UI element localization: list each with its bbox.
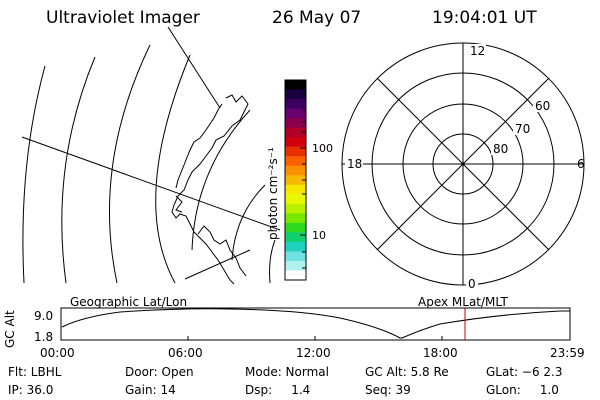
time-tick-1200: 12:00 — [296, 346, 331, 360]
colorbar-swatch — [285, 232, 306, 243]
instrument-title: Ultraviolet Imager — [46, 8, 200, 28]
observation-time: 19:04:01 UT — [432, 8, 537, 28]
observation-date: 26 May 07 — [272, 8, 362, 28]
time-tick-0600: 06:00 — [168, 346, 203, 360]
colorbar-swatch — [285, 99, 306, 110]
map-meridian — [21, 136, 281, 231]
map-lat-circle — [61, 56, 96, 284]
colorbar-swatch — [285, 137, 306, 148]
mlt-polar-plot: 12 18 6 0 60 70 80 — [341, 42, 585, 291]
colorbar-swatch — [285, 270, 306, 281]
timeline-left-label: Geographic Lat/Lon — [70, 295, 188, 309]
time-tick-0000: 00:00 — [40, 346, 75, 360]
map-coastline — [197, 225, 247, 277]
time-tick-2359: 23:59 — [550, 346, 585, 360]
map-coastline — [175, 195, 183, 213]
colorbar-swatch — [285, 184, 306, 195]
colorbar-swatch — [285, 175, 306, 186]
map-lat-circle — [108, 44, 151, 284]
mlt-label-18: 18 — [347, 157, 362, 171]
status-seq: Seq: 39 — [365, 383, 411, 397]
mlt-label-6: 6 — [577, 157, 585, 171]
map-coastline — [175, 103, 223, 189]
altitude-curve — [61, 308, 570, 339]
geographic-map — [21, 26, 281, 285]
status-gc-alt: GC Alt: 5.8 Re — [365, 365, 449, 379]
status-glon: GLon: 1.0 — [486, 383, 559, 397]
timeline-frame — [60, 307, 571, 341]
colorbar: 100 10 photon cm⁻²s⁻¹ — [266, 79, 333, 281]
status-mode: Mode: Normal — [245, 365, 329, 379]
status-filter: Flt: LBHL — [8, 365, 62, 379]
colorbar-tick-100: 100 — [312, 142, 333, 155]
mlat-label-80: 80 — [493, 142, 508, 156]
map-meridian — [167, 26, 221, 109]
colorbar-swatch — [285, 146, 306, 157]
colorbar-swatch — [285, 80, 306, 91]
colorbar-swatch — [285, 165, 306, 176]
colorbar-swatch — [285, 108, 306, 119]
colorbar-swatch — [285, 203, 306, 214]
colorbar-swatch — [285, 194, 306, 205]
status-gain: Gain: 14 — [125, 383, 176, 397]
timeline-y-max: 9.0 — [34, 309, 54, 323]
mlat-label-60: 60 — [535, 99, 550, 113]
mlat-label-70: 70 — [515, 122, 530, 136]
colorbar-swatch — [285, 260, 306, 272]
map-lat-circle — [269, 239, 276, 284]
map-lat-circle — [155, 54, 191, 284]
colorbar-swatch — [285, 89, 306, 100]
colorbar-swatch — [285, 118, 306, 129]
map-lat-circle — [231, 184, 266, 261]
colorbar-swatch — [285, 222, 306, 233]
timeline-y-min: 1.8 — [34, 330, 54, 344]
mlt-label-12: 12 — [470, 44, 485, 58]
map-coastline — [171, 94, 249, 285]
altitude-timeline — [60, 307, 571, 341]
map-lat-circle — [191, 109, 251, 251]
status-glat: GLat: −6 2.3 — [486, 365, 563, 379]
colorbar-tick-10: 10 — [312, 229, 326, 242]
colorbar-swatch — [285, 251, 306, 262]
mlt-label-0: 0 — [468, 277, 476, 291]
status-ip: IP: 36.0 — [8, 383, 54, 397]
map-lat-circle — [22, 65, 46, 284]
timeline-right-label: Apex MLat/MLT — [418, 295, 508, 309]
time-tick-1800: 18:00 — [423, 346, 458, 360]
colorbar-swatch — [285, 213, 306, 224]
colorbar-unit-label: photon cm⁻²s⁻¹ — [266, 147, 280, 240]
colorbar-swatch — [285, 127, 306, 138]
colorbar-swatch — [285, 156, 306, 167]
map-meridian — [184, 249, 251, 280]
status-dsp: Dsp: 1.4 — [245, 383, 311, 397]
polar-diagonal — [376, 77, 550, 251]
colorbar-swatch — [285, 241, 306, 253]
status-door: Door: Open — [125, 365, 194, 379]
